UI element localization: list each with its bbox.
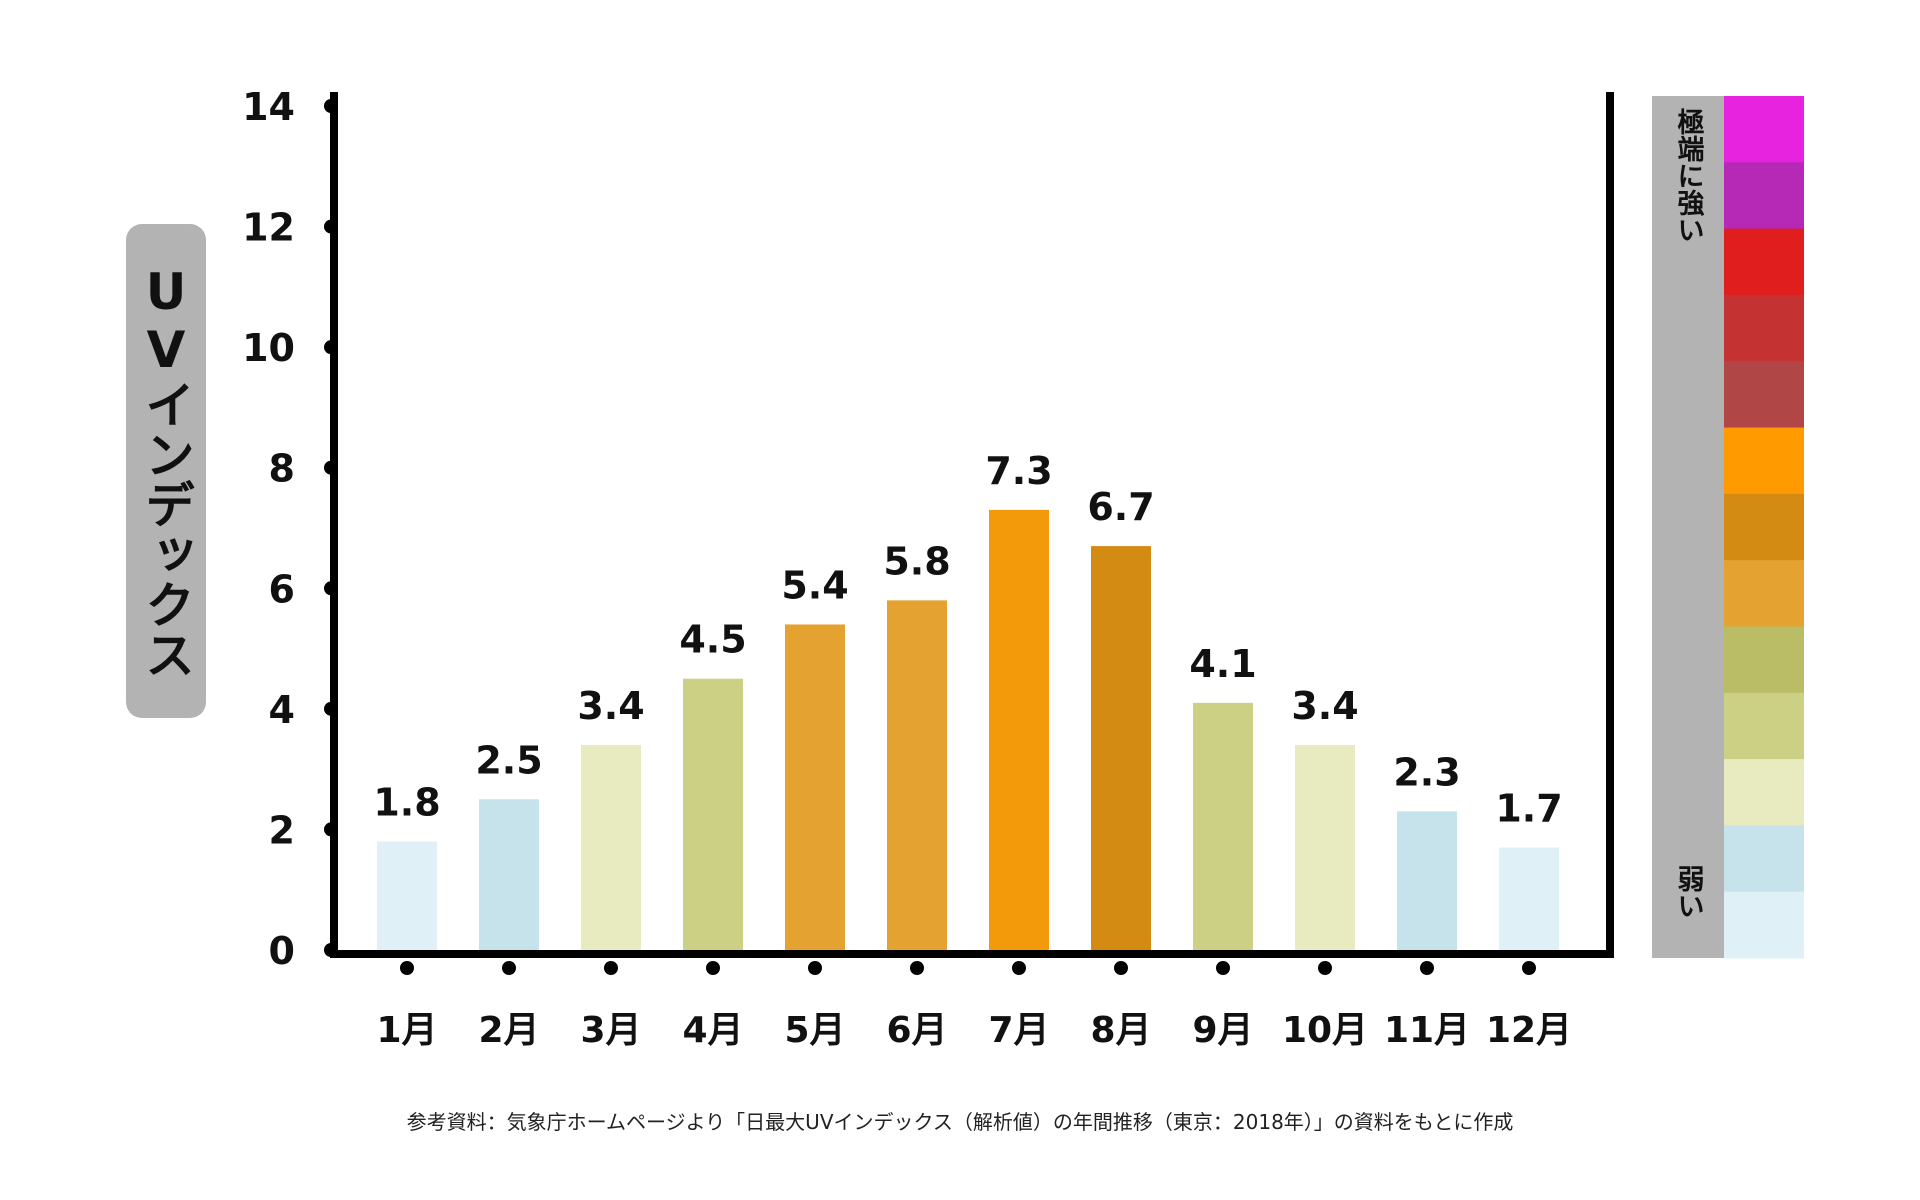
x-tick-label-11: 11月: [1384, 1010, 1470, 1051]
legend-swatch-8: [1724, 560, 1804, 627]
x-tick-dot-12: [1522, 961, 1536, 975]
y-tick-dot-14: [324, 99, 338, 113]
x-tick-label-9: 9月: [1192, 1010, 1253, 1051]
value-labels: 1.8 2.5 3.4 4.5 5.4 5.8 7.3 6.7 4.1 3.4 2.3 1.7: [373, 449, 1562, 831]
legend-strong-label: 極端に強い: [1672, 108, 1704, 243]
y-tick-dot-4: [324, 701, 338, 716]
legend-swatch-9: [1724, 626, 1804, 694]
y-tick-label-10: 10: [242, 326, 295, 370]
x-tick-label-3: 3月: [580, 1010, 641, 1051]
x-tick-dot-3: [604, 961, 618, 975]
legend-swatch-4: [1724, 294, 1804, 362]
bar-9: [1193, 702, 1253, 950]
y-tick-label-12: 12: [242, 206, 295, 250]
bar-11: [1397, 811, 1457, 950]
legend-swatch-5: [1724, 361, 1804, 429]
legend-swatch-1: [1724, 96, 1804, 163]
y-tick-label-6: 6: [269, 567, 295, 611]
value-label-12: 1.7: [1495, 787, 1562, 831]
bar-1: [377, 841, 437, 950]
value-label-3: 3.4: [577, 684, 644, 728]
y-tick-dot-10: [324, 340, 338, 355]
x-tick-label-4: 4月: [682, 1010, 743, 1051]
x-tick-dot-4: [706, 961, 720, 975]
x-tick-dot-11: [1420, 961, 1434, 975]
bar-12: [1499, 847, 1559, 950]
legend-swatch-13: [1724, 891, 1804, 959]
legend-swatch-7: [1724, 493, 1804, 561]
value-label-1: 1.8: [373, 780, 440, 824]
legend-weak-label: 弱い: [1672, 865, 1704, 919]
bar-7: [989, 509, 1049, 950]
x-tick-dot-5: [808, 961, 822, 975]
y-tick-dot-8: [324, 460, 338, 475]
value-label-4: 4.5: [679, 618, 746, 662]
legend-swatch-12: [1724, 825, 1804, 893]
x-tick-label-8: 8月: [1090, 1010, 1151, 1051]
y-tick-label-14: 14: [242, 85, 295, 129]
x-tick-dot-8: [1114, 961, 1128, 975]
value-label-7: 7.3: [985, 449, 1052, 493]
x-tick-label-1: 1月: [376, 1010, 437, 1051]
x-tick-label-10: 10月: [1282, 1010, 1368, 1051]
value-label-2: 2.5: [475, 738, 542, 782]
y-tick-label-8: 8: [269, 447, 295, 491]
legend-swatch-2: [1724, 162, 1804, 230]
y-tick-dot-12: [324, 219, 338, 234]
x-tick-label-5: 5月: [784, 1010, 845, 1051]
value-label-10: 3.4: [1291, 684, 1358, 728]
legend-swatch-11: [1724, 759, 1804, 826]
x-tick-dot-2: [502, 961, 516, 975]
bar-6: [887, 600, 947, 950]
legend-swatch-6: [1724, 427, 1804, 495]
x-tick-label-6: 6月: [886, 1010, 947, 1051]
value-label-5: 5.4: [781, 563, 848, 607]
value-label-11: 2.3: [1393, 750, 1460, 794]
bar-2: [479, 799, 539, 950]
bar-8: [1091, 546, 1151, 950]
value-label-6: 5.8: [883, 539, 950, 583]
axes: [330, 92, 1614, 958]
legend-swatches: [1724, 96, 1804, 959]
y-ticks: 0 2 4 6 8 10 12 14: [242, 85, 338, 973]
source-note: 参考資料：気象庁ホームページより「日最大UVインデックス（解析値）の年間推移（東…: [406, 1110, 1514, 1134]
x-tick-dot-7: [1012, 961, 1026, 975]
legend-label-bar: [1652, 96, 1724, 958]
value-label-9: 4.1: [1189, 642, 1256, 686]
y-axis-title-box: UVインデックス: [126, 224, 206, 718]
x-tick-dot-1: [400, 961, 414, 975]
legend-swatch-10: [1724, 692, 1804, 760]
y-tick-label-2: 2: [269, 808, 295, 852]
bar-4: [683, 678, 743, 950]
x-ticks: 1月 2月 3月 4月 5月 6月 7月 8月 9月 10月 11月 12月: [376, 961, 1572, 1051]
x-tick-dot-6: [910, 961, 924, 975]
y-tick-dot-6: [324, 581, 338, 596]
bar-3: [581, 745, 641, 950]
x-tick-dot-9: [1216, 961, 1230, 975]
x-tick-label-2: 2月: [478, 1010, 539, 1051]
y-tick-label-4: 4: [269, 688, 295, 732]
y-tick-label-0: 0: [269, 929, 295, 973]
y-tick-dot-2: [324, 822, 338, 837]
x-tick-label-12: 12月: [1486, 1010, 1572, 1051]
y-tick-dot-0: [324, 943, 338, 957]
x-tick-label-7: 7月: [988, 1010, 1049, 1051]
value-label-8: 6.7: [1087, 485, 1154, 529]
y-axis-title: UVインデックス: [137, 263, 195, 679]
bars: [377, 509, 1559, 950]
x-tick-dot-10: [1318, 961, 1332, 975]
legend-swatch-3: [1724, 228, 1804, 296]
bar-5: [785, 624, 845, 950]
bar-10: [1295, 745, 1355, 950]
